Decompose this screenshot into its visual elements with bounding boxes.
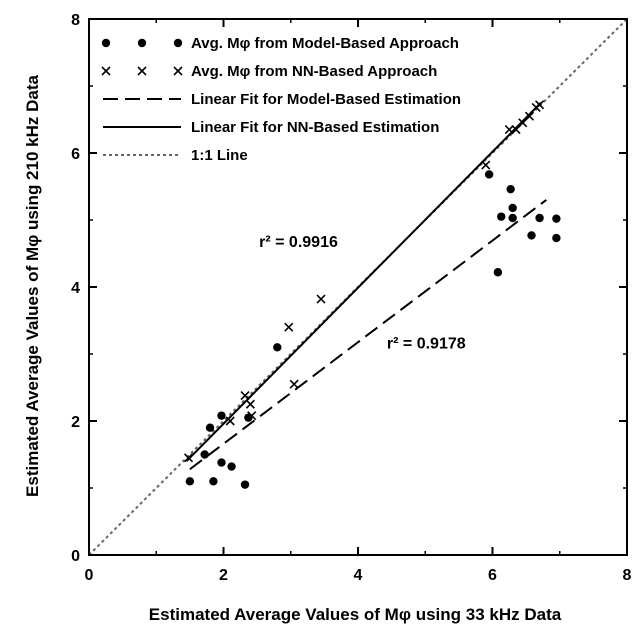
y-tick-label: 8 [71, 12, 80, 29]
nn-based-point [245, 399, 255, 409]
fit-lines [185, 102, 547, 471]
model-based-point [552, 214, 561, 223]
model-based-point [217, 411, 226, 420]
legend-marker [137, 66, 147, 76]
nn-based-point [518, 118, 528, 128]
annotations: r² = 0.9916 r² = 0.9178 [259, 234, 466, 353]
nn-based-point [183, 453, 194, 463]
model-based-point [535, 213, 544, 223]
model-based-point [527, 231, 536, 240]
model-based-point [205, 423, 215, 432]
model-fit-line [189, 199, 547, 471]
model-based-point [209, 477, 218, 486]
y-tick-label: 0 [71, 548, 80, 565]
model-based-point [217, 458, 226, 467]
model-based-point [484, 170, 494, 179]
axis-ticks [88, 18, 628, 556]
x-tick-label: 4 [354, 567, 363, 584]
nn-based-point [284, 322, 294, 332]
model-based-point [240, 480, 250, 489]
nn-based-point [247, 411, 257, 421]
model-based-point [552, 233, 561, 243]
y-tick-label: 6 [71, 146, 80, 163]
nn-based-point [535, 100, 545, 110]
legend-label: Avg. Mφ from Model-Based Approach [191, 35, 459, 52]
model-based-point [508, 203, 517, 213]
nn-based-point [504, 124, 514, 135]
nn-fit-line [185, 102, 542, 462]
legend: Avg. Mφ from Model-Based Approach Avg. Mφ… [101, 35, 461, 164]
model-based-point [244, 413, 253, 422]
nn-based-point [225, 416, 235, 426]
legend-label: Linear Fit for NN-Based Estimation [191, 119, 439, 136]
model-based-point [200, 450, 209, 459]
r-squared-annotation: r² = 0.9916 [259, 234, 338, 251]
data-markers [183, 100, 561, 489]
nn-based-point [511, 124, 521, 135]
nn-based-point [481, 160, 491, 170]
legend-label: Avg. Mφ from NN-Based Approach [191, 63, 437, 80]
legend-marker [173, 66, 183, 76]
model-based-point [493, 268, 503, 277]
nn-based-point [240, 390, 250, 401]
nn-based-point [316, 294, 326, 304]
legend-marker [137, 38, 147, 48]
y-tick-label: 2 [71, 414, 80, 431]
model-based-point [506, 184, 515, 194]
nn-based-point [524, 111, 535, 121]
x-tick-label: 8 [623, 567, 632, 584]
x-tick-label: 0 [85, 567, 94, 584]
model-based-point [273, 343, 282, 352]
x-tick-label: 2 [219, 567, 228, 584]
model-based-point [227, 462, 236, 471]
axis-titles: Estimated Average Values of Mφ using 33 … [23, 75, 562, 624]
model-based-point [185, 477, 195, 486]
x-axis-title: Estimated Average Values of Mφ using 33 … [149, 605, 562, 624]
y-axis-title: Estimated Average Values of Mφ using 210… [23, 75, 42, 497]
legend-marker [101, 66, 111, 76]
model-based-point [497, 212, 506, 221]
y-tick-label: 4 [71, 280, 80, 297]
legend-marker [173, 38, 183, 48]
legend-label: 1:1 Line [191, 147, 248, 164]
model-based-point [508, 213, 517, 223]
x-tick-label: 6 [488, 567, 497, 584]
tick-labels: 00 2 2 4 4 6 6 8 8 [71, 12, 631, 584]
nn-based-point [289, 379, 299, 389]
r-squared-annotation: r² = 0.9178 [387, 336, 466, 353]
legend-marker [101, 38, 111, 48]
legend-label: Linear Fit for Model-Based Estimation [191, 91, 461, 108]
